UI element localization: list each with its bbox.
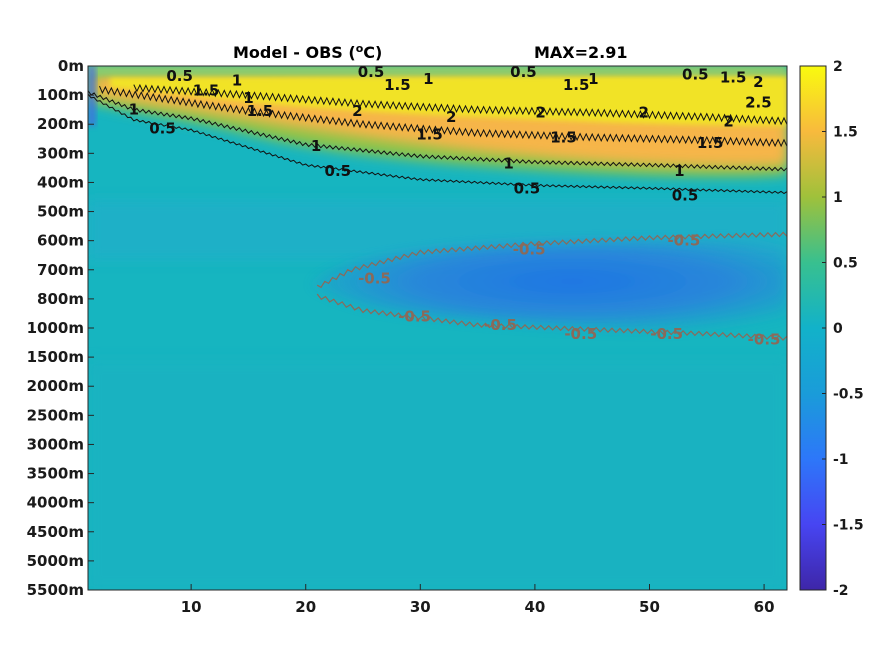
y-tick-label: 2000m bbox=[27, 377, 84, 395]
y-tick-label: 5000m bbox=[27, 552, 84, 570]
contour-label: 1.5 bbox=[384, 76, 411, 94]
x-axis: 10 20 30 40 50 60 bbox=[181, 584, 775, 616]
colorbar-ticks: 2 1.5 1 0.5 0 -0.5 -1 -1.5 -2 bbox=[822, 59, 864, 599]
y-tick-label: 300m bbox=[37, 144, 84, 162]
x-tick-label: 20 bbox=[295, 598, 316, 616]
y-tick-label: 400m bbox=[37, 173, 84, 191]
contour-label: 0.5 bbox=[514, 179, 541, 197]
positive-contour bbox=[88, 90, 787, 172]
positive-contour bbox=[99, 85, 787, 148]
colorbar-tick-label: -1 bbox=[833, 452, 849, 468]
y-tick-label: 0m bbox=[58, 57, 84, 75]
surface-band bbox=[88, 66, 787, 75]
contour-label: 1.5 bbox=[416, 125, 443, 143]
y-tick-label: 3000m bbox=[27, 435, 84, 453]
contour-label: 2 bbox=[535, 104, 545, 122]
negative-contour bbox=[316, 293, 787, 341]
y-tick-label: 600m bbox=[37, 232, 84, 250]
colorbar-tick-label: -2 bbox=[833, 583, 849, 599]
contour-label: 1 bbox=[243, 89, 253, 107]
contour-label: 0.5 bbox=[672, 187, 699, 205]
y-tick-label: 3500m bbox=[27, 465, 84, 483]
positive-contour bbox=[133, 83, 787, 126]
colorbar-tick-label: 1.5 bbox=[833, 125, 858, 141]
contour-label: 0.5 bbox=[149, 120, 176, 138]
y-tick-label: 700m bbox=[37, 261, 84, 279]
contour-label: 1.5 bbox=[720, 69, 747, 87]
contour-label: 2.5 bbox=[745, 93, 772, 111]
y-tick-label: 1500m bbox=[27, 348, 84, 366]
contour-label: 0.5 bbox=[358, 63, 385, 81]
contour-label: 1 bbox=[588, 70, 598, 88]
contour-label: 0.5 bbox=[682, 66, 709, 84]
colorbar-tick-label: 1 bbox=[833, 190, 843, 206]
chart-title: Model - OBS (oC) bbox=[233, 42, 382, 62]
colorbar-tick-label: 2 bbox=[833, 59, 843, 75]
contour-label: -0.5 bbox=[748, 331, 781, 349]
x-tick-label: 40 bbox=[524, 598, 545, 616]
x-tick-label: 30 bbox=[410, 598, 431, 616]
contour-label: 2 bbox=[639, 104, 649, 122]
title-unit: C) bbox=[363, 43, 382, 62]
y-tick-label: 5500m bbox=[27, 581, 84, 599]
contour-label: 1.5 bbox=[550, 128, 577, 146]
contour-label: 1.5 bbox=[697, 134, 724, 152]
contour-label: -0.5 bbox=[358, 270, 391, 288]
contour-lines bbox=[88, 83, 787, 341]
positive-contour bbox=[88, 93, 787, 195]
deep-band bbox=[88, 360, 787, 590]
contour-label: 0.5 bbox=[510, 63, 537, 81]
contour-label: 1 bbox=[423, 70, 433, 88]
contour-label: 1 bbox=[311, 137, 321, 155]
contour-label: 1 bbox=[232, 72, 242, 90]
colorbar-tick-label: 0 bbox=[833, 321, 843, 337]
contour-label: 2 bbox=[352, 102, 362, 120]
y-tick-label: 500m bbox=[37, 203, 84, 221]
contour-label: 2 bbox=[723, 112, 733, 130]
y-tick-label: 200m bbox=[37, 115, 84, 133]
contour-label: -0.5 bbox=[513, 240, 546, 258]
x-tick-label: 60 bbox=[754, 598, 775, 616]
contour-label: -0.5 bbox=[564, 325, 597, 343]
title-unit-sup: o bbox=[356, 42, 364, 55]
contour-label: 1 bbox=[503, 155, 513, 173]
negative-contour bbox=[316, 231, 787, 289]
x-tick-label: 10 bbox=[181, 598, 202, 616]
contour-label: 0.5 bbox=[166, 67, 193, 85]
x-tick-label: 50 bbox=[639, 598, 660, 616]
contour-label: 1.5 bbox=[563, 76, 590, 94]
contour-label: 1.5 bbox=[247, 102, 274, 120]
max-annotation: MAX=2.91 bbox=[534, 43, 628, 62]
contour-label: 1.5 bbox=[193, 82, 220, 100]
y-tick-label: 800m bbox=[37, 290, 84, 308]
colorbar-tick-label: -1.5 bbox=[833, 518, 864, 534]
y-tick-label: 2500m bbox=[27, 406, 84, 424]
contour-label: -0.5 bbox=[650, 325, 683, 343]
title-main: Model - OBS ( bbox=[233, 43, 356, 62]
contour-label: 2 bbox=[446, 108, 456, 126]
y-axis: 0m 100m 200m 300m 400m 500m 600m 700m 800m 1000m 1… bbox=[27, 57, 94, 599]
y-tick-label: 4500m bbox=[27, 523, 84, 541]
contour-label: 0.5 bbox=[325, 162, 352, 180]
colorbar-tick-label: 0.5 bbox=[833, 256, 858, 272]
contour-label: -0.5 bbox=[667, 232, 700, 250]
colorbar bbox=[799, 65, 827, 591]
left-edge-strip bbox=[88, 66, 96, 126]
y-tick-label: 100m bbox=[37, 86, 84, 104]
cold-core bbox=[310, 240, 787, 333]
contour-label: -0.5 bbox=[484, 316, 517, 334]
contour-label: 1 bbox=[129, 101, 139, 119]
contour-label: -0.5 bbox=[398, 307, 431, 325]
y-tick-label: 1000m bbox=[27, 319, 84, 337]
y-tick-label: 4000m bbox=[27, 494, 84, 512]
contour-label: 2 bbox=[753, 73, 763, 91]
contour-label: 1 bbox=[674, 162, 684, 180]
colorbar-tick-label: -0.5 bbox=[833, 387, 864, 403]
